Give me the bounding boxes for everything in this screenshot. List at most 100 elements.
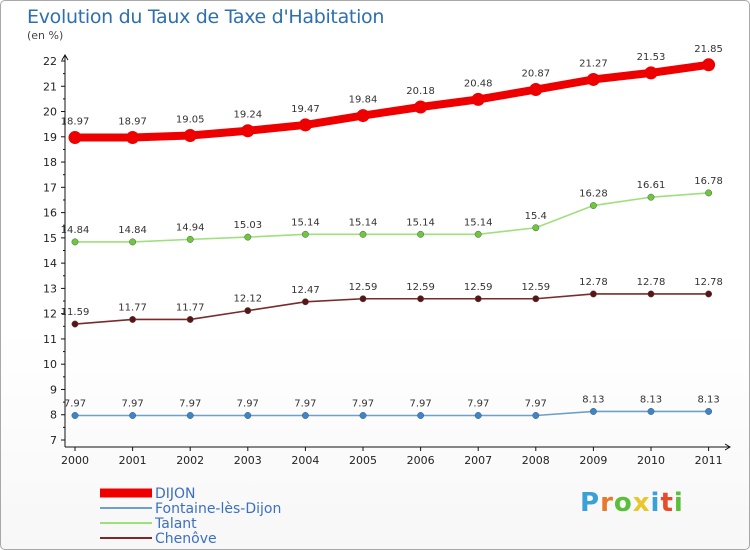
y-tick-label: 18 bbox=[43, 156, 57, 169]
data-point bbox=[126, 131, 140, 145]
data-point bbox=[68, 131, 82, 145]
x-tick-label: 2000 bbox=[61, 454, 89, 467]
data-point bbox=[647, 193, 655, 201]
data-point bbox=[244, 307, 252, 315]
data-point bbox=[71, 320, 79, 328]
x-axis-arrow bbox=[724, 443, 731, 451]
data-point bbox=[644, 66, 658, 80]
series-line bbox=[74, 293, 710, 325]
y-axis-arrow bbox=[61, 54, 69, 61]
x-tick-label: 2008 bbox=[522, 454, 550, 467]
data-point bbox=[474, 230, 482, 238]
data-label: 19.47 bbox=[291, 104, 320, 115]
data-label: 19.84 bbox=[349, 95, 378, 106]
data-label: 15.14 bbox=[349, 217, 378, 228]
data-label: 12.47 bbox=[291, 285, 320, 296]
data-label: 8.13 bbox=[640, 394, 662, 405]
legend-label: Talant bbox=[154, 516, 197, 532]
data-point bbox=[471, 92, 485, 106]
x-tick-label: 2007 bbox=[464, 454, 492, 467]
data-label: 7.97 bbox=[409, 398, 431, 409]
data-label: 7.97 bbox=[352, 398, 374, 409]
logo-letter: t bbox=[660, 488, 674, 518]
logo-letter: r bbox=[600, 488, 614, 518]
y-tick-label: 16 bbox=[43, 207, 57, 220]
logo-letter: x bbox=[632, 488, 651, 518]
data-point bbox=[532, 295, 540, 303]
data-point bbox=[301, 230, 309, 238]
data-point bbox=[702, 58, 716, 72]
y-tick-label: 8 bbox=[50, 409, 57, 422]
data-label: 7.97 bbox=[525, 398, 547, 409]
data-point bbox=[71, 412, 79, 419]
data-point bbox=[417, 412, 425, 419]
y-tick-label: 15 bbox=[43, 232, 57, 245]
data-label: 7.97 bbox=[237, 398, 259, 409]
data-label: 14.94 bbox=[176, 222, 205, 233]
logo-letter: i bbox=[673, 488, 684, 518]
data-label: 18.97 bbox=[118, 117, 147, 128]
data-label: 11.59 bbox=[61, 307, 90, 318]
logo-letter: i bbox=[650, 488, 661, 518]
data-label: 11.77 bbox=[176, 302, 205, 313]
data-point bbox=[532, 412, 540, 419]
data-point bbox=[129, 412, 137, 419]
data-point bbox=[186, 235, 194, 243]
data-label: 7.97 bbox=[467, 398, 489, 409]
data-point bbox=[359, 412, 367, 419]
chart-title: Evolution du Taux de Taxe d'Habitation bbox=[27, 6, 385, 28]
x-tick-label: 2009 bbox=[579, 454, 607, 467]
data-label: 20.48 bbox=[464, 78, 493, 89]
y-tick-label: 9 bbox=[50, 383, 57, 396]
data-point bbox=[417, 295, 425, 303]
series-fontaine-l-s-dijon: 7.97 7.97 7.97 7.97 7.97 7.97 7.97 7.97 7.97 8.13… bbox=[64, 394, 720, 419]
data-point bbox=[301, 412, 309, 419]
data-label: 21.53 bbox=[637, 52, 666, 63]
data-point bbox=[474, 412, 482, 419]
chart-subtitle: (en %) bbox=[27, 29, 64, 42]
data-point bbox=[129, 316, 137, 323]
data-point bbox=[183, 129, 197, 143]
data-label: 12.59 bbox=[406, 282, 435, 293]
data-label: 19.24 bbox=[233, 110, 262, 121]
data-point bbox=[359, 230, 367, 238]
data-point bbox=[705, 407, 713, 415]
x-tick-label: 2004 bbox=[291, 454, 319, 467]
y-tick-label: 13 bbox=[43, 282, 57, 295]
data-point bbox=[647, 407, 655, 415]
y-tick-label: 20 bbox=[43, 106, 57, 119]
data-label: 21.27 bbox=[579, 58, 608, 69]
legend-label: Chenôve bbox=[155, 531, 217, 547]
x-tick-label: 2001 bbox=[119, 454, 147, 467]
data-label: 7.97 bbox=[121, 398, 143, 409]
data-point bbox=[589, 290, 597, 298]
data-label: 7.97 bbox=[179, 398, 201, 409]
series-line bbox=[71, 60, 713, 142]
x-tick-label: 2006 bbox=[407, 454, 435, 467]
data-point bbox=[301, 298, 309, 306]
legend-label: DIJON bbox=[155, 486, 196, 502]
data-label: 14.84 bbox=[61, 225, 90, 236]
data-point bbox=[244, 412, 252, 419]
data-label: 16.28 bbox=[579, 189, 608, 200]
y-tick-label: 21 bbox=[43, 80, 57, 93]
data-label: 16.78 bbox=[694, 176, 723, 187]
data-label: 7.97 bbox=[64, 398, 86, 409]
data-label: 16.61 bbox=[637, 180, 666, 191]
series-dijon: 18.97 18.97 19.05 19.24 19.47 19.84 20.18 20.48… bbox=[61, 44, 723, 145]
data-point bbox=[356, 109, 370, 123]
data-label: 12.78 bbox=[579, 277, 608, 288]
legend-label: Fontaine-lès-Dijon bbox=[155, 501, 281, 517]
data-point bbox=[589, 407, 597, 415]
x-tick-label: 2003 bbox=[234, 454, 262, 467]
data-point bbox=[705, 189, 713, 197]
data-label: 15.14 bbox=[464, 217, 493, 228]
x-tick-label: 2002 bbox=[176, 454, 204, 467]
data-point bbox=[589, 202, 597, 209]
data-label: 15.14 bbox=[406, 217, 435, 228]
x-tick-label: 2005 bbox=[349, 454, 377, 467]
logo-letter: o bbox=[613, 488, 633, 518]
data-label: 11.77 bbox=[118, 302, 147, 313]
logo-letter: P bbox=[580, 488, 601, 518]
